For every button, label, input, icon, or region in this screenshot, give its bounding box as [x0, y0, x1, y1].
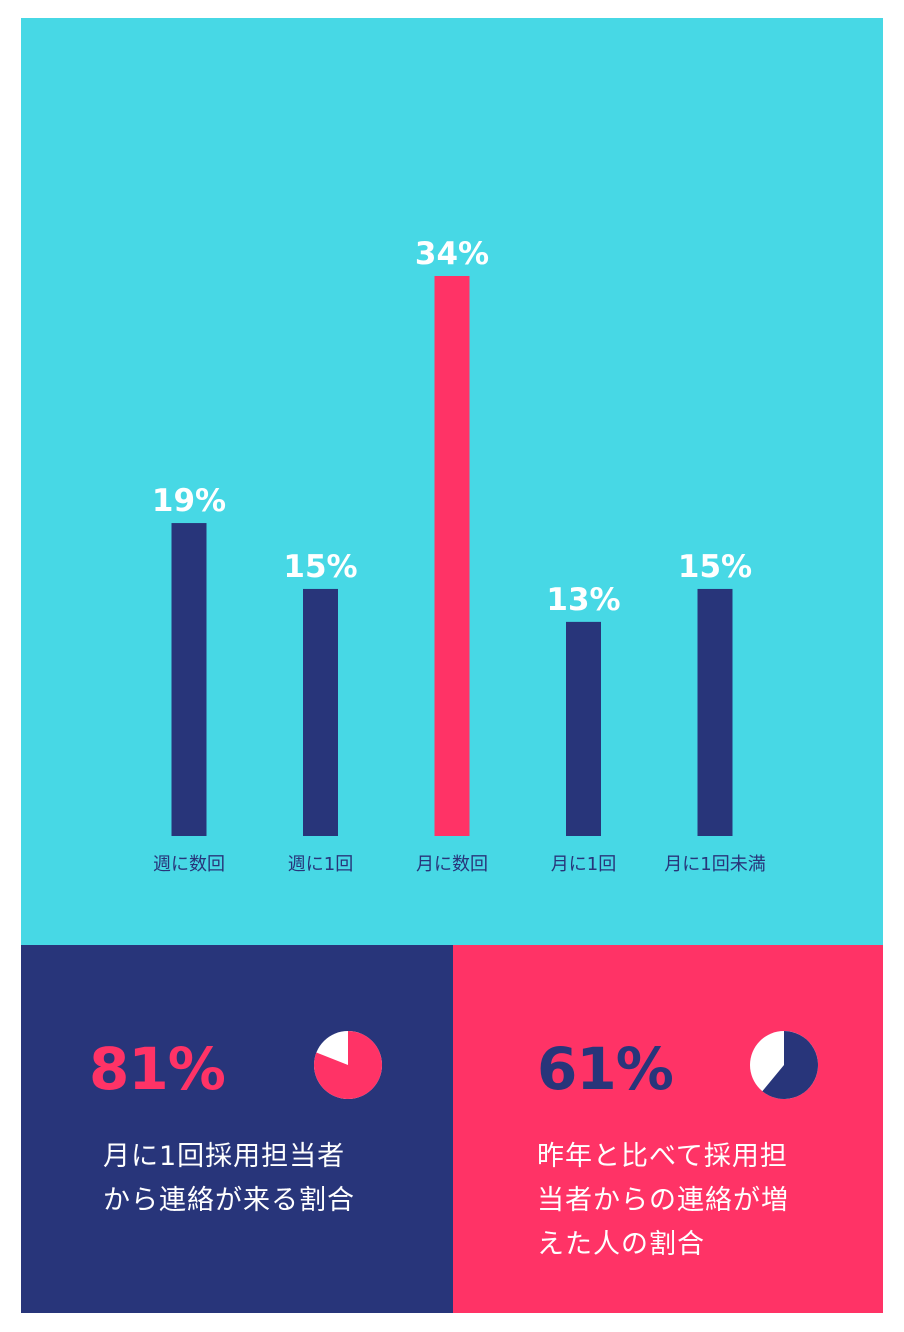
data-label: 34% [415, 236, 489, 272]
pie-slice [314, 1031, 382, 1099]
bar [566, 621, 601, 836]
bar-chart: 19% 週に数回 15% 週に1回 34% 月に数回 13% 月に1回 15% 月に1回未満 [152, 236, 766, 875]
stat-value: 81% [89, 1035, 226, 1103]
category-label: 月に1回 [551, 854, 616, 875]
bar [303, 588, 338, 836]
category-label: 月に1回未満 [664, 854, 765, 875]
data-label: 15% [283, 549, 357, 585]
data-label: 13% [546, 582, 620, 618]
bar-chart-panel: 19% 週に数回 15% 週に1回 34% 月に数回 13% 月に1回 15% 月に1回未満 [21, 18, 883, 945]
pie-chart [750, 1031, 818, 1099]
stat-caption: 月に1回採用担当者から連絡が来る割合 [103, 1141, 355, 1216]
bar [171, 523, 207, 836]
category-label: 週に数回 [153, 854, 225, 875]
bar [434, 276, 470, 836]
stat-caption: 昨年と比べて採用担当者からの連絡が増えた人の割合 [537, 1141, 789, 1260]
stat-card-contact-rate: 81% 月に1回採用担当者から連絡が来る割合 [21, 945, 453, 1313]
stat-card-increase-rate: 61% 昨年と比べて採用担当者からの連絡が増えた人の割合 [453, 945, 883, 1313]
pie-slice [762, 1031, 818, 1099]
pie-chart [314, 1031, 382, 1099]
category-label: 月に数回 [416, 854, 488, 875]
data-label: 15% [678, 549, 752, 585]
bar [697, 588, 733, 836]
data-label: 19% [152, 483, 226, 519]
category-label: 週に1回 [288, 854, 353, 875]
infographic: 19% 週に数回 15% 週に1回 34% 月に数回 13% 月に1回 15% 月に1回未満 81… [21, 18, 883, 1313]
stat-value: 61% [537, 1035, 674, 1103]
